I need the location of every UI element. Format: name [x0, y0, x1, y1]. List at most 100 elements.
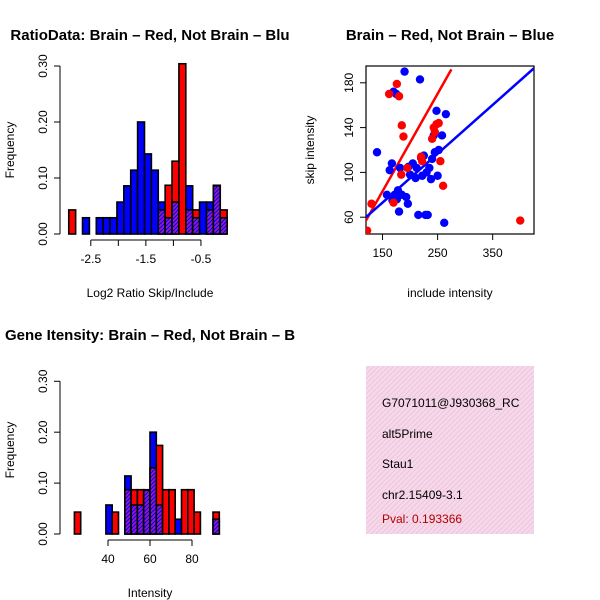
- point-brain: [516, 216, 525, 225]
- x-axis-label: include intensity: [407, 286, 492, 300]
- bar-not-brain: [95, 216, 104, 235]
- bar-not-brain: [136, 121, 146, 235]
- bar-overlap-hatch: [171, 201, 180, 235]
- gene-info-box: G7071011@J930368_RC alt5Prime Stau1 chr2…: [366, 366, 534, 534]
- point-brain: [389, 198, 398, 207]
- x-tick-label: 350: [483, 246, 503, 260]
- bar-not-brain: [109, 216, 118, 235]
- x-tick-label: -2.5: [80, 252, 101, 266]
- point-brain: [397, 121, 407, 130]
- chart-title: Brain – Red, Not Brain – Blue: [346, 27, 554, 44]
- bar-overlap-hatch: [136, 504, 145, 535]
- point-not-brain: [433, 171, 442, 180]
- point-not-brain: [414, 210, 423, 220]
- bar-overlap-hatch: [185, 209, 194, 235]
- bar-overlap-hatch: [130, 504, 139, 535]
- bar-not-brain: [129, 169, 139, 235]
- point-not-brain: [403, 199, 413, 208]
- genomic-location: chr2.15409-3.1: [382, 488, 463, 502]
- bar-brain: [180, 488, 189, 535]
- intensity-scatter: Brain – Red, Not Brain – Blue include in…: [303, 27, 554, 300]
- y-tick-label: 0.30: [36, 369, 50, 393]
- y-axis-label: Frequency: [3, 422, 17, 479]
- bar-overlap-hatch: [212, 185, 222, 235]
- y-tick-label: 0.10: [36, 471, 50, 495]
- bar-brain: [67, 209, 77, 235]
- plot-box: [365, 65, 535, 235]
- point-brain: [436, 157, 445, 166]
- point-not-brain: [423, 210, 432, 220]
- event-type: alt5Prime: [382, 427, 433, 441]
- point-brain: [366, 226, 372, 234]
- y-tick-label: 0.00: [36, 222, 50, 246]
- point-brain: [384, 89, 394, 99]
- bar-not-brain: [150, 169, 160, 235]
- bar-not-brain: [198, 201, 208, 235]
- bar-overlap-hatch: [124, 488, 132, 535]
- x-tick-label: 80: [185, 552, 199, 566]
- x-tick-label: 250: [428, 246, 448, 260]
- x-axis-label: Intensity: [128, 586, 173, 600]
- point-not-brain: [400, 67, 409, 76]
- bar-overlap-hatch: [219, 216, 228, 235]
- point-brain: [434, 118, 443, 128]
- bar-overlap-hatch: [142, 489, 151, 535]
- bar-not-brain: [174, 518, 183, 535]
- point-not-brain: [394, 207, 404, 216]
- bar-overlap-hatch: [205, 209, 215, 235]
- ratio-histogram: RatioData: Brain – Red, Not Brain – Blu …: [3, 27, 290, 300]
- bar-not-brain: [143, 153, 153, 235]
- bar-brain: [178, 62, 187, 235]
- y-tick-label: 0.20: [36, 420, 50, 444]
- bar-brain: [111, 511, 120, 535]
- point-not-brain: [426, 174, 436, 184]
- intensity-histogram: Gene Itensity: Brain – Red, Not Brain – …: [3, 327, 295, 600]
- point-not-brain: [441, 109, 451, 119]
- x-tick-label: 60: [143, 552, 157, 566]
- point-brain: [392, 79, 402, 89]
- point-not-brain: [385, 165, 394, 175]
- bar-not-brain: [81, 216, 91, 235]
- info-background: [366, 366, 534, 534]
- bar-brain: [193, 511, 202, 535]
- point-brain: [427, 134, 437, 143]
- x-tick-label: -0.5: [191, 252, 212, 266]
- point-not-brain: [382, 190, 392, 199]
- bar-not-brain: [123, 185, 132, 235]
- y-axis-label: skip intensity: [303, 116, 317, 185]
- point-not-brain: [415, 75, 425, 84]
- point-brain: [438, 181, 448, 191]
- point-not-brain: [432, 106, 441, 116]
- point-brain: [399, 132, 408, 141]
- point-not-brain: [402, 192, 411, 202]
- bar-overlap-hatch: [155, 504, 164, 535]
- point-brain: [403, 163, 412, 173]
- bar-brain: [161, 488, 170, 535]
- point-not-brain: [427, 154, 437, 164]
- point-not-brain: [387, 159, 397, 168]
- x-tick-label: 150: [373, 246, 393, 260]
- chart-title: Gene Itensity: Brain – Red, Not Brain – …: [5, 327, 295, 344]
- point-not-brain: [412, 163, 421, 173]
- y-tick-label: 0.20: [36, 110, 50, 134]
- bar-brain: [168, 488, 176, 535]
- point-not-brain: [437, 131, 447, 140]
- gene-name: Stau1: [382, 457, 414, 471]
- y-tick-label: 0.00: [36, 522, 50, 546]
- bar-overlap-hatch: [157, 209, 166, 235]
- bar-brain: [187, 488, 195, 535]
- y-axis-label: Frequency: [3, 122, 17, 179]
- y-tick-label: 60: [342, 210, 356, 224]
- probe-id: G7071011@J930368_RC: [382, 396, 520, 410]
- point-brain: [430, 127, 440, 137]
- x-tick-label: 40: [101, 552, 115, 566]
- y-tick-label: 140: [342, 117, 356, 137]
- y-tick-label: 100: [342, 162, 356, 182]
- y-tick-label: 0.10: [36, 166, 50, 190]
- bar-not-brain: [105, 504, 114, 535]
- y-tick-label: 180: [342, 72, 356, 92]
- y-tick-label: 0.30: [36, 54, 50, 78]
- bar-not-brain: [116, 201, 125, 235]
- bar-overlap-hatch: [164, 216, 173, 235]
